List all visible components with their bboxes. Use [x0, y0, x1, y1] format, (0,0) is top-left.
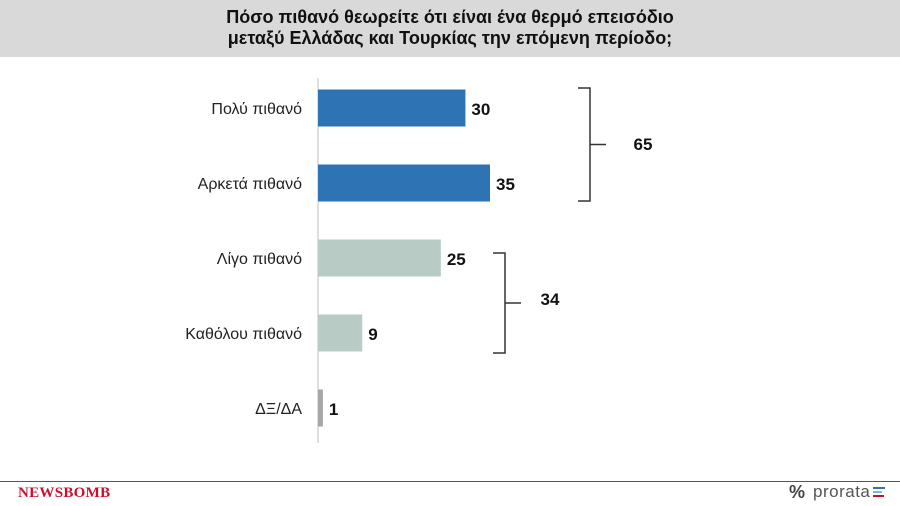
newsbomb-logo: NEWSBOMB	[18, 485, 111, 501]
group-total-label-2: 34	[541, 290, 560, 309]
category-label-2: Αρκετά πιθανό	[198, 176, 302, 193]
group-bracket-1	[578, 87, 606, 202]
group-total-label-1: 65	[634, 135, 653, 154]
footer-divider	[0, 481, 900, 482]
data-label-3: 25	[447, 250, 466, 269]
chart-title-line-2: μεταξύ Ελλάδας και Τουρκίας την επόμενη …	[227, 28, 673, 48]
bar-5	[318, 389, 323, 427]
prorata-logo: % prorata	[789, 481, 886, 503]
category-label-5: ΔΞ/ΔΑ	[255, 401, 302, 418]
group-bracket-2	[493, 252, 521, 354]
prorata-bars-icon	[873, 487, 886, 497]
chart-title-line-1: Πόσο πιθανό θεωρείτε ότι είναι ένα θερμό…	[226, 7, 674, 27]
bar-1	[318, 89, 466, 127]
data-label-1: 30	[471, 100, 490, 119]
category-label-3: Λίγο πιθανό	[217, 251, 302, 268]
data-label-4: 9	[368, 325, 377, 344]
category-label-1: Πολύ πιθανό	[211, 101, 302, 118]
prorata-wordmark: prorata	[813, 482, 871, 501]
category-label-4: Καθόλου πιθανό	[185, 326, 302, 343]
prorata-percent-icon: %	[789, 481, 806, 502]
bar-2	[318, 164, 490, 202]
chart-title-bar: Πόσο πιθανό θεωρείτε ότι είναι ένα θερμό…	[0, 0, 900, 57]
bar-3	[318, 239, 441, 277]
data-label-2: 35	[496, 175, 515, 194]
bar-chart: Πολύ πιθανό 30 Αρκετά πιθανό 35 Λίγο πιθανό 2…	[185, 78, 653, 443]
bar-4	[318, 314, 363, 352]
data-label-5: 1	[329, 400, 338, 419]
